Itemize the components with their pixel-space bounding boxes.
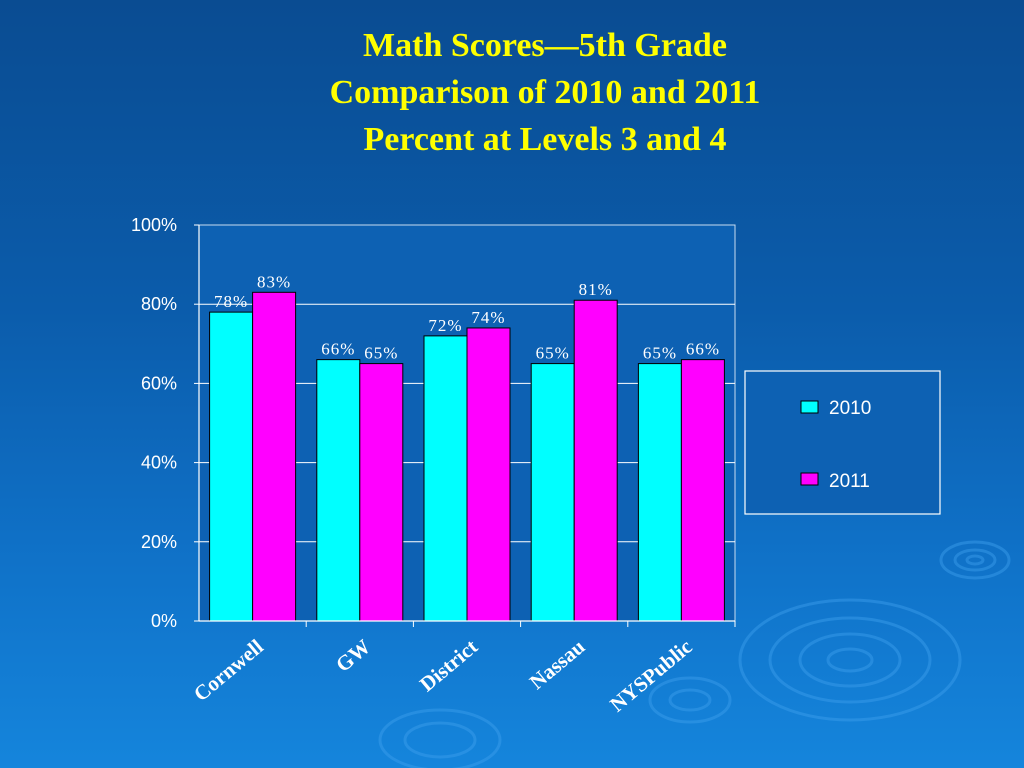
legend-label-2010: 2010 bbox=[829, 398, 871, 419]
bar-2010-cornwell bbox=[209, 311, 254, 622]
bar-2011-gw bbox=[359, 363, 404, 622]
data-label: 65% bbox=[364, 344, 398, 363]
slide-title: Math Scores—5th Grade Comparison of 2010… bbox=[0, 22, 1024, 163]
x-category-label: GW bbox=[331, 634, 375, 676]
data-label: 66% bbox=[321, 340, 355, 359]
y-tick-label: 40% bbox=[141, 453, 177, 473]
bar-2010-nyspublic bbox=[637, 363, 682, 622]
x-category-label: Nassau bbox=[525, 634, 590, 694]
legend-box bbox=[744, 370, 941, 515]
bar-2010-district bbox=[423, 335, 468, 622]
bar-2011-cornwell bbox=[252, 291, 297, 622]
data-label: 66% bbox=[686, 340, 720, 359]
bar-2010-gw bbox=[316, 359, 361, 622]
y-tick-label: 80% bbox=[141, 294, 177, 314]
bar-2011-nyspublic bbox=[680, 359, 725, 622]
y-tick-label: 20% bbox=[141, 532, 177, 552]
y-axis: 0% 20% 40% 60% 80% 100% bbox=[131, 215, 200, 631]
legend-label-2011: 2011 bbox=[829, 471, 870, 492]
data-label: 83% bbox=[257, 272, 291, 291]
legend: 2010 2011 bbox=[744, 370, 941, 515]
data-label: 78% bbox=[214, 292, 248, 311]
data-label: 81% bbox=[579, 280, 613, 299]
y-tick-label: 0% bbox=[151, 611, 177, 631]
data-label: 74% bbox=[471, 308, 505, 327]
legend-swatch-2010 bbox=[800, 400, 819, 414]
bar-2011-nassau bbox=[573, 299, 618, 622]
bar-2010-nassau bbox=[530, 363, 575, 622]
title-line-3: Percent at Levels 3 and 4 bbox=[363, 121, 727, 158]
x-axis: Cornwell GW District Nassau NYSPublic bbox=[189, 620, 736, 717]
data-label: 65% bbox=[643, 344, 677, 363]
legend-swatch-2011 bbox=[800, 472, 819, 486]
title-line-2: Comparison of 2010 and 2011 bbox=[329, 74, 761, 111]
y-tick-label: 100% bbox=[131, 215, 177, 235]
y-tick-label: 60% bbox=[141, 373, 177, 393]
x-category-label: Cornwell bbox=[189, 634, 268, 706]
data-label: 72% bbox=[428, 316, 462, 335]
title-line-1: Math Scores—5th Grade bbox=[363, 27, 727, 64]
x-category-label: NYSPublic bbox=[605, 634, 696, 716]
x-category-label: District bbox=[415, 634, 482, 696]
data-label: 65% bbox=[536, 344, 570, 363]
bars-group: 78% 83% 66% 65% 72% 74% 65% 81% 65% 66% bbox=[209, 272, 725, 622]
bar-2011-district bbox=[466, 327, 511, 622]
